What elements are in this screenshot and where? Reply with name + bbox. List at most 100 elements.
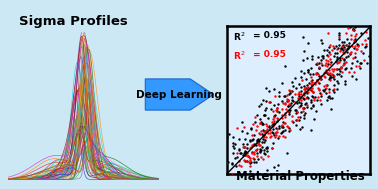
Point [323, 62, 329, 65]
Point [285, 98, 291, 101]
Point [236, 160, 242, 163]
Point [350, 28, 356, 31]
Point [297, 104, 304, 107]
Point [303, 78, 309, 81]
Point [249, 133, 255, 136]
Point [279, 131, 285, 134]
Point [325, 59, 331, 62]
Point [310, 91, 316, 94]
Point [341, 43, 347, 46]
Point [287, 88, 293, 91]
Point [345, 27, 351, 30]
Point [276, 125, 282, 128]
Point [331, 83, 337, 86]
Point [222, 152, 228, 155]
Text: = 0.95: = 0.95 [253, 31, 285, 40]
Point [274, 127, 280, 130]
Point [282, 64, 288, 67]
Point [314, 72, 320, 75]
Point [328, 61, 334, 64]
Point [266, 125, 272, 128]
Point [311, 82, 318, 85]
Point [259, 140, 265, 143]
Point [331, 75, 337, 78]
Point [280, 121, 287, 124]
Point [342, 83, 348, 86]
Point [344, 44, 350, 47]
Point [258, 130, 264, 133]
Point [257, 156, 263, 159]
Point [231, 147, 237, 150]
Point [260, 137, 266, 140]
Point [294, 111, 300, 114]
Point [337, 50, 343, 53]
Point [272, 114, 278, 117]
Point [322, 76, 328, 79]
Point [337, 70, 343, 73]
Point [286, 92, 292, 95]
Point [251, 142, 257, 145]
Point [280, 134, 286, 137]
Point [257, 151, 263, 154]
FancyArrow shape [145, 79, 214, 110]
Point [316, 67, 322, 70]
Point [293, 87, 299, 90]
Point [353, 47, 359, 50]
Point [305, 85, 311, 88]
Point [351, 70, 357, 74]
Point [342, 68, 348, 71]
Point [325, 73, 331, 76]
Point [259, 121, 265, 124]
Point [324, 48, 330, 51]
Point [281, 94, 287, 98]
Point [289, 95, 295, 98]
Point [238, 151, 244, 154]
Point [335, 87, 341, 90]
Point [270, 123, 276, 126]
Point [316, 65, 322, 68]
Point [244, 132, 250, 135]
Point [341, 57, 347, 60]
Point [296, 92, 302, 95]
Point [259, 122, 265, 125]
Point [301, 84, 307, 87]
Point [271, 88, 277, 91]
Point [256, 139, 262, 142]
Point [280, 129, 286, 132]
Point [248, 126, 254, 129]
Point [285, 105, 291, 108]
Point [276, 94, 282, 97]
Point [341, 51, 347, 54]
Point [235, 164, 242, 167]
Point [340, 63, 346, 66]
Point [296, 119, 302, 122]
Point [347, 52, 353, 55]
Point [341, 62, 347, 65]
Point [243, 153, 249, 156]
Point [222, 150, 228, 153]
Point [322, 59, 328, 62]
Point [258, 103, 264, 106]
Point [309, 87, 315, 90]
Point [254, 151, 260, 154]
Point [284, 99, 290, 102]
Point [298, 95, 304, 98]
Point [328, 107, 334, 110]
Point [240, 159, 246, 162]
Point [292, 76, 298, 79]
Point [352, 35, 358, 38]
Text: R$^2$: R$^2$ [232, 50, 245, 62]
Point [249, 143, 256, 146]
Point [339, 41, 345, 44]
Point [248, 160, 254, 163]
Point [301, 50, 307, 53]
Point [248, 146, 254, 149]
Point [343, 31, 349, 34]
Point [341, 62, 347, 65]
Point [242, 151, 248, 154]
Point [309, 84, 315, 87]
Point [362, 38, 368, 41]
Point [334, 73, 340, 76]
Point [337, 22, 343, 25]
Point [334, 48, 340, 51]
